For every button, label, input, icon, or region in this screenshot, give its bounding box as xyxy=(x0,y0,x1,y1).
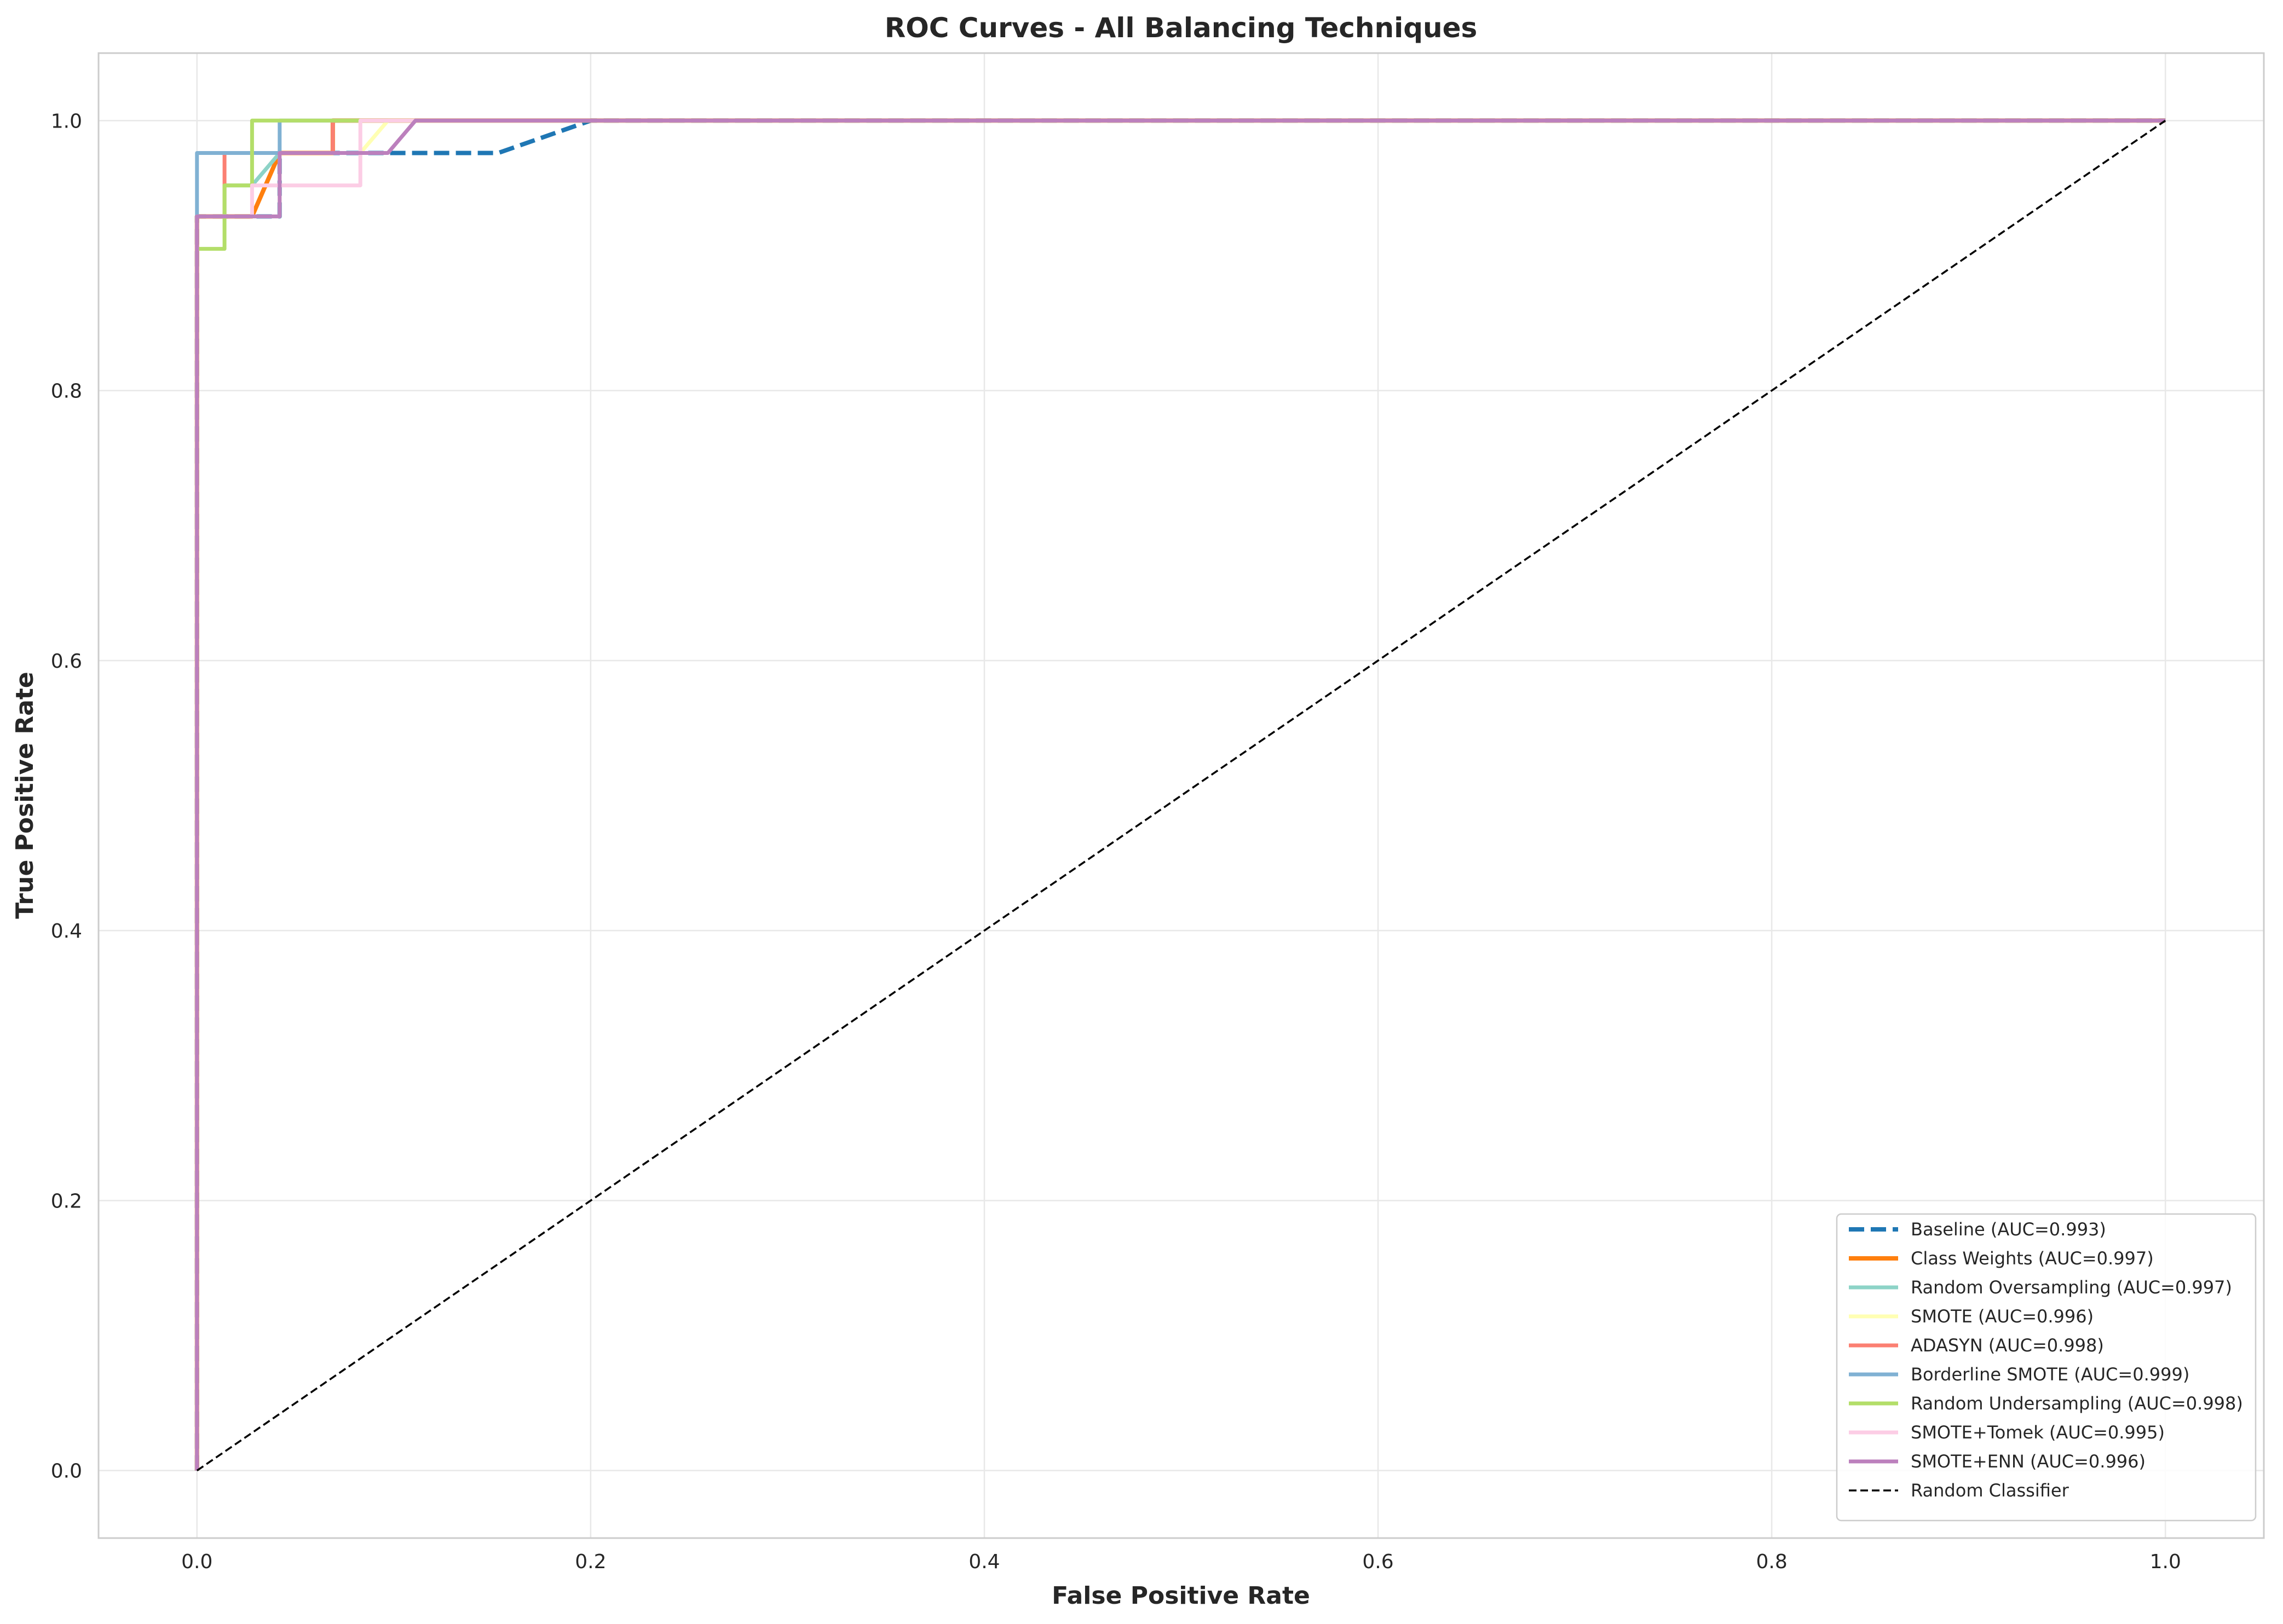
y-tick-label: 1.0 xyxy=(51,110,82,132)
x-tick-label: 0.0 xyxy=(181,1551,212,1573)
x-axis-label: False Positive Rate xyxy=(1052,1582,1310,1610)
chart-title: ROC Curves - All Balancing Techniques xyxy=(885,12,1478,44)
legend-label: Class Weights (AUC=0.997) xyxy=(1911,1248,2154,1269)
legend-label: Random Undersampling (AUC=0.998) xyxy=(1911,1393,2243,1414)
legend-label: Baseline (AUC=0.993) xyxy=(1911,1219,2106,1240)
legend-label: Random Classifier xyxy=(1911,1480,2069,1501)
x-tick-label: 0.6 xyxy=(1362,1551,1393,1573)
legend-label: Borderline SMOTE (AUC=0.999) xyxy=(1911,1364,2189,1385)
series-line-9 xyxy=(196,119,2166,1472)
legend-label: SMOTE (AUC=0.996) xyxy=(1911,1306,2094,1327)
x-tick-label: 0.2 xyxy=(575,1551,606,1573)
y-tick-label: 0.4 xyxy=(51,920,82,943)
legend-label: ADASYN (AUC=0.998) xyxy=(1911,1335,2104,1356)
y-tick-label: 0.6 xyxy=(51,650,82,673)
plot-frame xyxy=(97,52,2265,1539)
legend-label: SMOTE+ENN (AUC=0.996) xyxy=(1911,1451,2146,1472)
grid xyxy=(99,53,2264,1538)
y-tick-label: 0.0 xyxy=(51,1460,82,1483)
x-tick-label: 0.4 xyxy=(968,1551,1000,1573)
x-tick-label: 0.8 xyxy=(1756,1551,1788,1573)
y-axis-label: True Positive Rate xyxy=(11,672,39,919)
y-tick-label: 0.8 xyxy=(51,380,82,403)
legend: Baseline (AUC=0.993) Class Weights (AUC=0… xyxy=(1836,1213,2257,1522)
series-line-8 xyxy=(195,118,2166,1471)
legend-label: SMOTE+Tomek (AUC=0.995) xyxy=(1911,1422,2165,1443)
legend-label: Random Oversampling (AUC=0.997) xyxy=(1911,1277,2232,1298)
y-tick-label: 0.2 xyxy=(51,1190,82,1212)
legend-box xyxy=(1836,1213,2257,1522)
x-tick-label: 1.0 xyxy=(2150,1551,2181,1573)
tick-labels: 0.0 0.2 0.4 0.6 0.8 1.0 0.0 0.2 0.4 0.6 0.8 1.0 xyxy=(51,110,2181,1573)
series-layer xyxy=(194,118,2166,1472)
